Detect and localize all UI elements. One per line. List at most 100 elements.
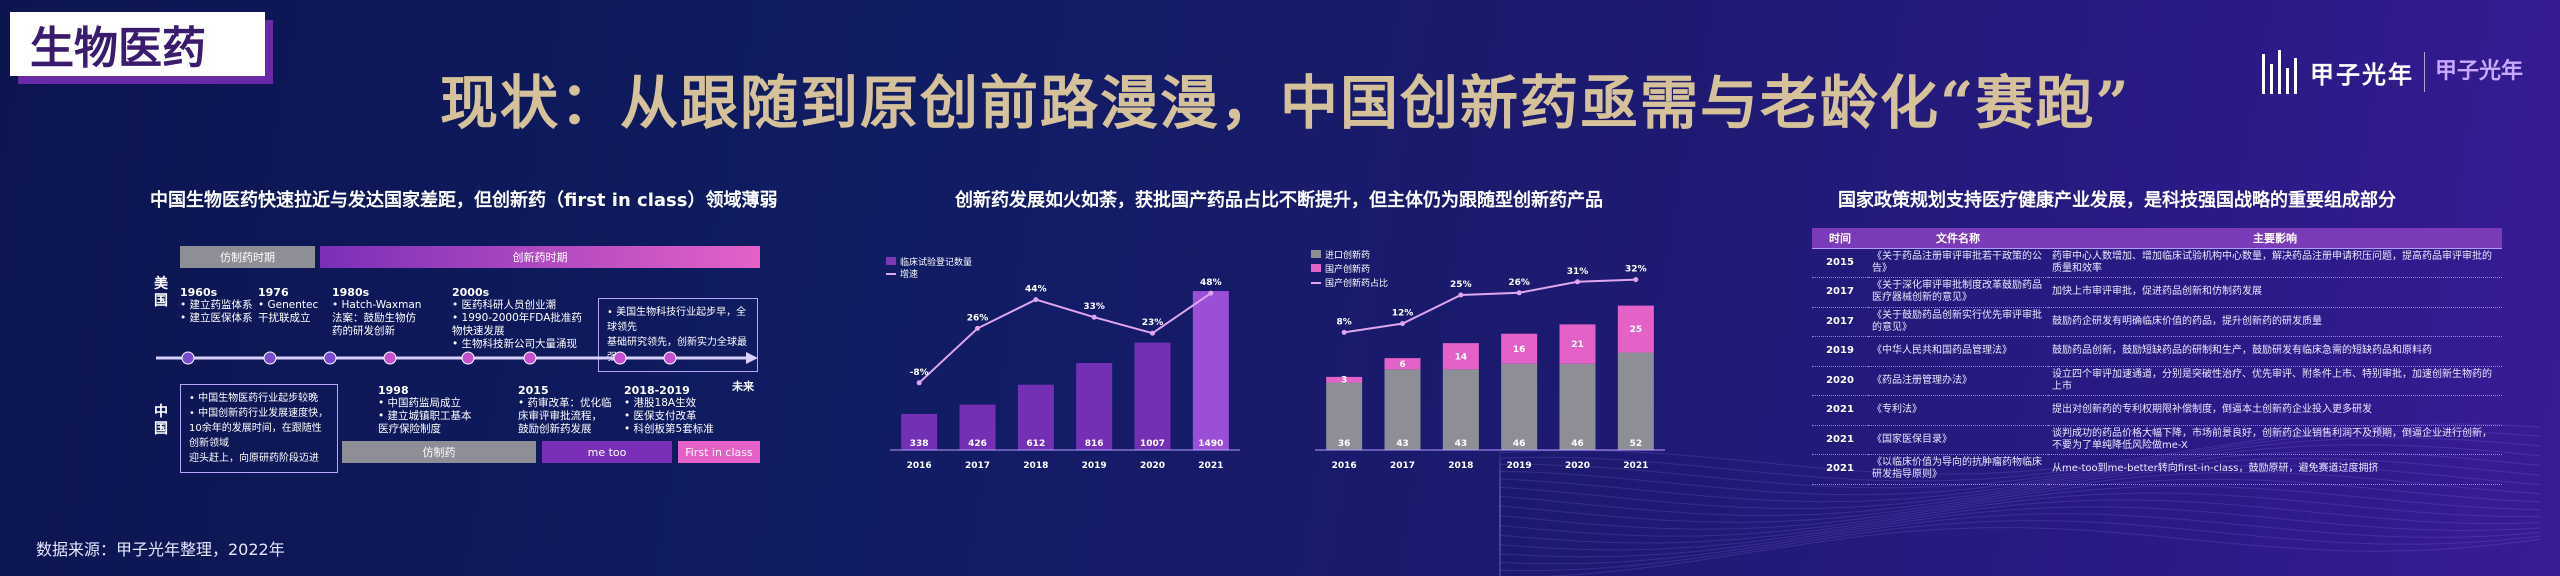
event-line: • 科创板第5套标准 <box>624 423 714 435</box>
country-cn: 中国 <box>154 404 168 437</box>
col-header-doc: 文件名称 <box>1868 228 2048 249</box>
cell-year: 2021 <box>1812 395 1868 426</box>
timeline-dot <box>383 351 397 365</box>
cell-document: 《以临床价值为导向的抗肿瘤药物临床研发指导原则》 <box>1868 454 2048 485</box>
cell-year: 2019 <box>1812 336 1868 367</box>
x-tick-label: 2021 <box>1198 461 1223 471</box>
bar-import-value-label: 46 <box>1571 439 1584 449</box>
bar-import-value-label: 43 <box>1455 439 1468 449</box>
event-line: • Hatch-Waxman <box>332 299 422 311</box>
bar-import <box>1617 352 1654 450</box>
legend-label-import: 进口创新药 <box>1325 249 1370 261</box>
col-header-year: 时间 <box>1812 228 1868 249</box>
phase-generic: 仿制药时期 <box>180 246 315 268</box>
line-value-label: 23% <box>1142 318 1164 328</box>
line-value-label: 32% <box>1625 265 1647 275</box>
cell-year: 2015 <box>1812 248 1868 278</box>
box-line: 迎头赶上，向原研药阶段迈进 <box>189 453 319 464</box>
x-tick-label: 2016 <box>907 461 932 471</box>
bar-domestic <box>1326 376 1363 383</box>
bar-import <box>1442 369 1479 450</box>
event-line: 干扰联成立 <box>258 312 311 324</box>
legend-label-share: 国产创新药占比 <box>1325 277 1388 289</box>
line-point <box>1458 292 1464 298</box>
bar <box>901 413 938 450</box>
line-value-label: -8% <box>910 368 929 378</box>
line-value-label: 48% <box>1200 278 1222 288</box>
phase-innovative: 创新药时期 <box>320 246 760 268</box>
timeline-dot <box>663 351 677 365</box>
bar-value-label: 338 <box>910 439 929 449</box>
line-point <box>975 325 980 331</box>
event-year: 1976 <box>258 286 289 299</box>
data-source: 数据来源：甲子光年整理，2022年 <box>36 540 285 559</box>
line-value-label: 33% <box>1083 302 1105 312</box>
bar-value-label: 1007 <box>1140 439 1165 449</box>
bar <box>1192 291 1229 450</box>
x-tick-label: 2020 <box>1140 461 1165 471</box>
bar <box>959 404 996 450</box>
event-line: • 中国药监局成立 <box>378 397 462 409</box>
line-point <box>916 380 922 386</box>
country-us: 美国 <box>154 276 168 309</box>
line-point <box>1150 330 1155 336</box>
bar-value-label: 612 <box>1026 439 1045 449</box>
line-point <box>1633 277 1639 283</box>
event-line: • 医药科研人员创业潮 <box>452 299 557 311</box>
cell-impact: 设立四个审评加速通道，分别是突破性治疗、优先审评、附条件上市、特别审批，加速创新… <box>2048 366 2502 396</box>
policy-table-wrap: 时间 文件名称 主要影响 2015 《关于药品注册审评审批若干政策的公告》 药审中心… <box>1812 228 2502 485</box>
event-year: 1998 <box>378 384 409 397</box>
cell-document: 《专利法》 <box>1868 395 2048 426</box>
bar-value-label: 1490 <box>1198 439 1223 449</box>
timeline-panel: 仿制药时期 创新药时期 美国 中国 1960s • 建立药监体系 • 建立医保体… <box>150 236 760 476</box>
bar <box>1017 384 1054 450</box>
line-point <box>1091 314 1097 320</box>
cell-document: 《关于深化审评审批制度改革鼓励药品医疗器械创新的意见》 <box>1868 277 2048 308</box>
legend-swatch-bars <box>886 257 896 265</box>
table-row: 2019 《中华人民共和国药品管理法》 鼓励药品创新，鼓励短缺药品的研制和生产，鼓励… <box>1812 336 2502 367</box>
future-label: 未来 <box>732 380 754 393</box>
wave-line <box>1543 527 2541 576</box>
bar-import-value-label: 43 <box>1396 439 1409 449</box>
us-event-2000s: 2000s • 医药科研人员创业潮 • 1990-2000年FDA批准药物快速发… <box>452 286 592 351</box>
event-year: 1980s <box>332 286 370 299</box>
x-tick-label: 2016 <box>1332 461 1357 471</box>
event-line: • 建立城镇职工基本 <box>378 410 472 422</box>
event-line: 药的研发创新 <box>332 325 395 337</box>
wave-line <box>1499 492 2541 570</box>
timeline-axis <box>156 351 758 365</box>
bar-domestic-value-label: 3 <box>1341 376 1347 386</box>
event-line: 医疗保险制度 <box>378 423 441 435</box>
x-tick-label: 2021 <box>1623 461 1648 471</box>
line-value-label: 26% <box>1508 278 1530 288</box>
cn-event-1998: 1998 • 中国药监局成立 • 建立城镇职工基本 医疗保险制度 <box>378 384 472 436</box>
line-point <box>1516 290 1522 296</box>
timeline-dot <box>181 351 195 365</box>
timeline-dot <box>523 351 537 365</box>
bar-import-value-label: 36 <box>1338 439 1351 449</box>
timeline-dot <box>613 351 627 365</box>
event-line: 床审评审批流程， <box>518 410 602 422</box>
logo-name: 甲子光年 <box>2310 60 2414 89</box>
cell-document: 《国家医保目录》 <box>1868 425 2048 455</box>
us-event-1976: 1976 • Genentec 干扰联成立 <box>258 286 318 325</box>
table-row: 2020 《药品注册管理办法》 设立四个审评加速通道，分别是突破性治疗、优先审评、附… <box>1812 366 2502 396</box>
x-tick-label: 2019 <box>1507 461 1532 471</box>
event-year: 2015 <box>518 384 549 397</box>
us-event-1980s: 1980s • Hatch-Waxman 法案：鼓励生物仿 药的研发创新 <box>332 286 421 338</box>
timeline-arrow <box>746 352 758 364</box>
table-row: 2017 《关于深化审评审批制度改革鼓励药品医疗器械创新的意见》 加快上市审评审批，… <box>1812 277 2502 308</box>
event-year: 2018-2019 <box>624 384 690 397</box>
mid-section-title: 创新药发展如火如荼，获批国产药品占比不断提升，但主体仍为跟随型创新药产品 <box>955 190 1603 211</box>
bar-domestic <box>1617 305 1654 353</box>
wave-line <box>1499 485 2541 564</box>
cell-document: 《药品注册管理办法》 <box>1868 366 2048 396</box>
wave-line <box>1499 499 2541 576</box>
bar-domestic <box>1442 343 1479 370</box>
bar-domestic-value-label: 21 <box>1571 340 1584 350</box>
logo-sub: 甲子光年 <box>2435 59 2524 84</box>
wave-line <box>1499 478 2541 558</box>
event-line: • 港股18A生效 <box>624 397 697 409</box>
x-tick-label: 2020 <box>1565 461 1590 471</box>
